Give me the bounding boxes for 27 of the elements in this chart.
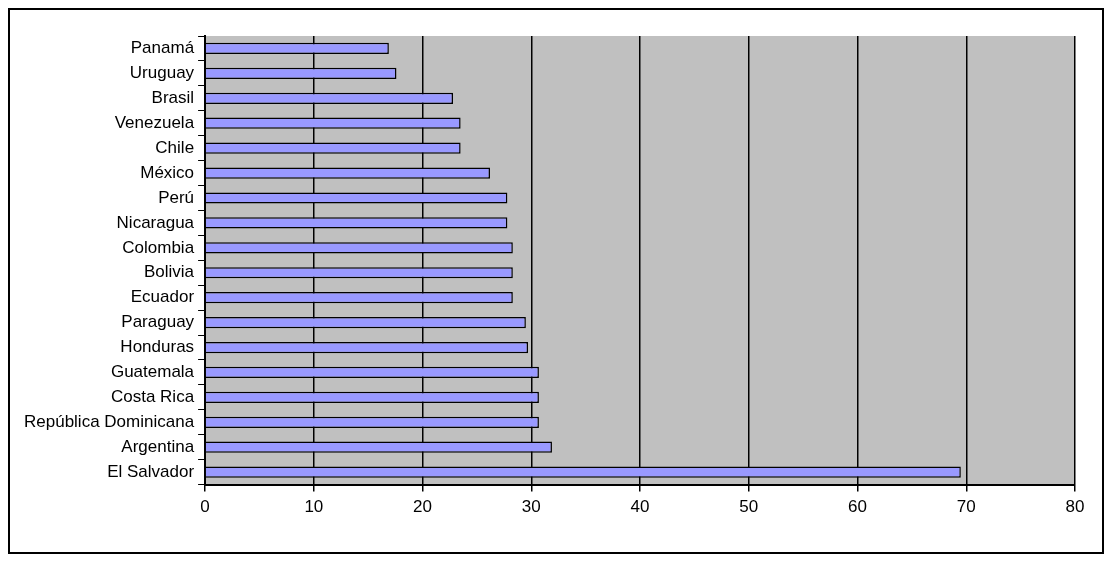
x-tick-label: 40 (630, 497, 650, 517)
x-tick-label: 20 (413, 497, 433, 517)
y-tick-label: Ecuador (130, 287, 195, 307)
x-tick-label: 30 (521, 497, 541, 517)
y-tick-label: Guatemala (110, 362, 195, 382)
y-tick-label: Colombia (122, 237, 195, 257)
y-tick-label: El Salvador (107, 461, 195, 481)
x-tick-label: 80 (1065, 497, 1085, 517)
x-tick-label: 0 (200, 497, 210, 517)
y-tick-label: Uruguay (129, 63, 195, 83)
y-tick-label: República Dominicana (24, 411, 195, 431)
y-tick-label: Chile (155, 137, 195, 157)
x-tick-label: 70 (956, 497, 976, 517)
x-tick-label: 60 (848, 497, 867, 517)
y-tick-label: Bolivia (144, 262, 195, 282)
y-tick-label: Costa Rica (110, 387, 195, 407)
y-tick-label: Argentina (121, 436, 195, 456)
y-tick-label: Perú (158, 187, 195, 207)
x-tick-label: 10 (304, 497, 324, 517)
y-tick-label: Venezuela (114, 112, 195, 132)
y-tick-label: México (140, 162, 195, 182)
x-tick-label: 50 (739, 497, 759, 517)
y-tick-label: Panamá (130, 38, 195, 58)
y-tick-label: Honduras (120, 337, 195, 357)
y-tick-label: Paraguay (121, 312, 195, 332)
y-tick-label: Nicaragua (116, 212, 195, 232)
y-tick-label: Brasil (151, 87, 195, 107)
